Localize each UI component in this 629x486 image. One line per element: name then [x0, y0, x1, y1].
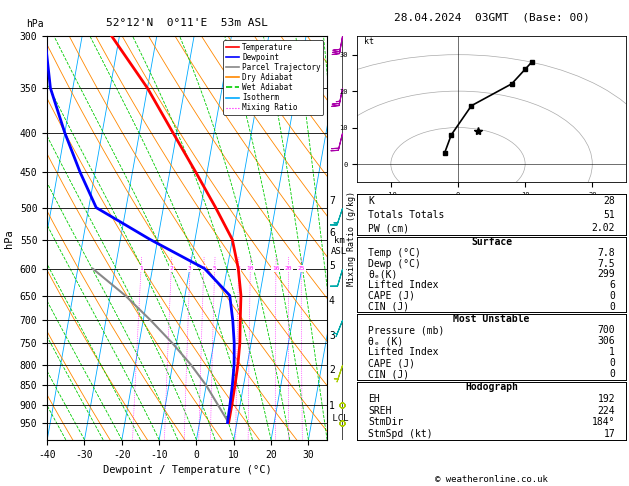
Text: 3: 3 [329, 331, 335, 341]
Text: 0: 0 [610, 358, 615, 368]
Text: 8: 8 [237, 266, 240, 271]
Text: Surface: Surface [471, 237, 512, 247]
Text: CIN (J): CIN (J) [368, 302, 409, 312]
Text: StmDir: StmDir [368, 417, 403, 427]
Text: 2.02: 2.02 [592, 223, 615, 233]
X-axis label: Dewpoint / Temperature (°C): Dewpoint / Temperature (°C) [103, 465, 272, 475]
Text: 192: 192 [598, 394, 615, 404]
Text: kt: kt [364, 37, 374, 46]
Text: CAPE (J): CAPE (J) [368, 291, 415, 301]
Text: LCL: LCL [327, 414, 348, 423]
Text: EH: EH [368, 394, 380, 404]
Text: 10: 10 [247, 266, 254, 271]
Text: km
ASL: km ASL [331, 236, 347, 256]
Text: hPa: hPa [26, 19, 44, 30]
Text: 0: 0 [610, 369, 615, 379]
Text: 306: 306 [598, 336, 615, 347]
Text: 1: 1 [610, 347, 615, 357]
Text: 2: 2 [329, 365, 335, 375]
Y-axis label: hPa: hPa [4, 229, 14, 247]
Text: Pressure (mb): Pressure (mb) [368, 325, 445, 335]
Text: CAPE (J): CAPE (J) [368, 358, 415, 368]
Text: 6: 6 [329, 228, 335, 238]
Text: Most Unstable: Most Unstable [454, 314, 530, 325]
Text: θₑ (K): θₑ (K) [368, 336, 403, 347]
Text: 5: 5 [329, 261, 335, 272]
Text: Dewp (°C): Dewp (°C) [368, 259, 421, 269]
Text: 184°: 184° [592, 417, 615, 427]
Text: 28.04.2024  03GMT  (Base: 00): 28.04.2024 03GMT (Base: 00) [394, 12, 589, 22]
Text: θₑ(K): θₑ(K) [368, 269, 398, 279]
Text: 224: 224 [598, 406, 615, 416]
Text: 4: 4 [329, 295, 335, 306]
Text: 0: 0 [610, 302, 615, 312]
Text: 20: 20 [285, 266, 292, 271]
Text: 1: 1 [329, 401, 335, 411]
Text: Hodograph: Hodograph [465, 382, 518, 392]
Text: 6: 6 [610, 280, 615, 290]
Text: 7.5: 7.5 [598, 259, 615, 269]
Text: 1: 1 [139, 266, 143, 271]
Text: 4: 4 [202, 266, 206, 271]
Text: 17: 17 [603, 429, 615, 439]
Text: 25: 25 [298, 266, 305, 271]
Text: 700: 700 [598, 325, 615, 335]
Text: 7.8: 7.8 [598, 248, 615, 258]
Text: PW (cm): PW (cm) [368, 223, 409, 233]
Text: 7: 7 [329, 196, 335, 206]
Text: 28: 28 [603, 196, 615, 206]
Text: 52°12'N  0°11'E  53m ASL: 52°12'N 0°11'E 53m ASL [106, 18, 268, 29]
Text: Lifted Index: Lifted Index [368, 280, 438, 290]
Text: 299: 299 [598, 269, 615, 279]
Text: 5: 5 [213, 266, 216, 271]
Text: 2: 2 [169, 266, 173, 271]
Text: 51: 51 [603, 209, 615, 220]
Text: SREH: SREH [368, 406, 391, 416]
Text: K: K [368, 196, 374, 206]
Text: StmSpd (kt): StmSpd (kt) [368, 429, 433, 439]
Legend: Temperature, Dewpoint, Parcel Trajectory, Dry Adiabat, Wet Adiabat, Isotherm, Mi: Temperature, Dewpoint, Parcel Trajectory… [223, 40, 323, 115]
Text: Temp (°C): Temp (°C) [368, 248, 421, 258]
Text: © weatheronline.co.uk: © weatheronline.co.uk [435, 474, 548, 484]
Text: 3: 3 [188, 266, 192, 271]
Text: CIN (J): CIN (J) [368, 369, 409, 379]
Text: 0: 0 [610, 291, 615, 301]
Text: Lifted Index: Lifted Index [368, 347, 438, 357]
Text: Mixing Ratio (g/kg): Mixing Ratio (g/kg) [347, 191, 356, 286]
Text: 16: 16 [272, 266, 280, 271]
Text: Totals Totals: Totals Totals [368, 209, 445, 220]
